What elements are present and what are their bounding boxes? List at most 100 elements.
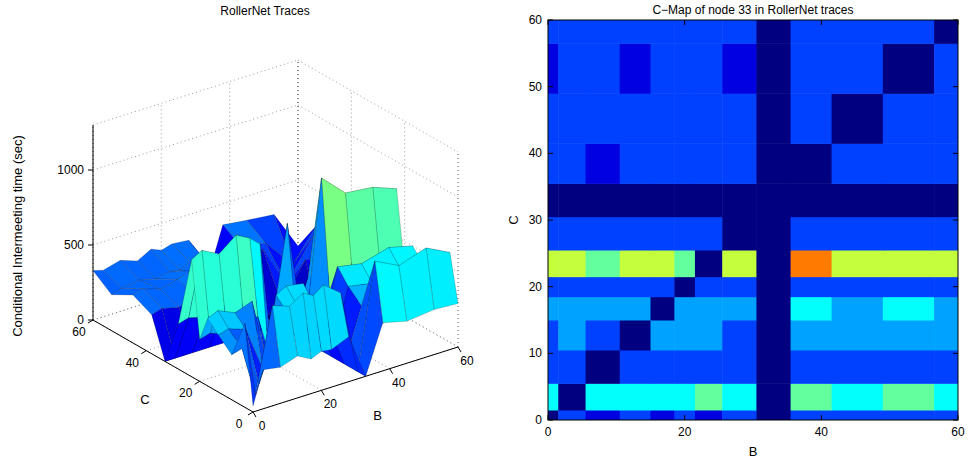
contour-cell [674,350,695,384]
contour-cell [832,320,884,351]
contour-cell [674,410,695,420]
contour-cell [756,143,791,184]
contour-cell [832,183,884,217]
tick [953,420,958,421]
axis-title: B [749,444,758,459]
tick [88,320,93,321]
contour-cell [548,383,559,410]
contour-cell [674,93,695,144]
tick [88,320,93,323]
contour-cell [832,277,884,298]
contour-cell [548,250,559,277]
surface-patch [358,261,383,376]
contour-cell [722,43,757,93]
surface-patch [122,280,160,289]
tick-label: 40 [529,146,543,160]
grid-line [298,60,299,255]
tick [548,20,549,25]
box-edge [93,60,298,125]
axis-line [253,347,458,412]
tick-label: 0 [545,425,552,439]
contour-cell [695,350,723,384]
contour-cell [883,43,935,93]
contour-cell [791,143,833,184]
contour-cell [674,183,695,217]
contour-cell [756,43,791,93]
contour-cell [934,277,958,298]
axis-title: B [373,408,382,423]
contour-cell [586,297,621,321]
contour-cell [674,383,695,410]
cells [548,20,958,420]
contour-cell [832,43,884,93]
tick-label: 10 [529,346,543,360]
tick [248,412,253,415]
contour-cell [883,183,935,217]
contour-cell [832,297,884,321]
tick [953,220,958,221]
contour-cell [674,250,695,277]
tick [953,286,958,287]
tick-label: 60 [951,425,965,439]
grid-line [93,125,94,320]
contour-cell [651,250,675,277]
tick [958,20,959,25]
contour-cell [883,277,935,298]
contour-cell [934,350,958,384]
tick [821,415,822,420]
contour-cell [674,43,695,93]
contour-cell [791,297,833,321]
contour-cell [722,410,757,420]
tick [321,390,324,395]
tick [958,415,959,420]
contour-cell [695,93,723,144]
surface-panel: 0204060020406005001000BCConditional Inte… [10,4,474,433]
contour-cell [756,183,791,217]
contour-cell [586,410,621,420]
contour-cell [832,350,884,384]
contour-cell [883,20,935,44]
tick-label: 20 [529,280,543,294]
contour-cell [620,320,651,351]
contour-cell [695,143,723,184]
tick [548,415,549,420]
tick [953,20,958,21]
contour-cell [586,320,621,351]
contour-cell [832,143,884,184]
contour-cell [756,20,791,44]
box-edge [298,60,458,152]
contour-cell [674,320,695,351]
contour-cell [756,410,791,420]
contour-cell [934,297,958,321]
contour-cell [674,217,695,251]
contour-cell [548,277,559,298]
axes: 0204060020406005001000 [57,125,474,433]
contour-cell [934,183,958,217]
contour-cell [883,217,935,251]
contour-cell [934,20,958,44]
contour-cell [548,350,559,384]
contour-cell [791,350,833,384]
contour-cell [620,383,651,410]
contour-cell [695,277,723,298]
contour-cell [651,143,675,184]
contour-cell [934,43,958,93]
tick-label: 0 [535,413,542,427]
contour-cell [651,93,675,144]
contour-cell [832,383,884,410]
contour-cell [620,217,651,251]
grid-line [298,60,299,255]
contour-cell [791,277,833,298]
contour-cell [586,250,621,277]
contour-cell [620,250,651,277]
contour-cell [883,250,935,277]
contour-cell [934,250,958,277]
tick-label: 40 [126,356,140,370]
title: C−Map of node 33 in RollerNet traces [652,3,853,17]
contour-cell [695,217,723,251]
box-edge [93,125,94,320]
tick [195,381,200,384]
contour-cell [934,143,958,184]
contour-cell [695,20,723,44]
contour-cell [883,320,935,351]
